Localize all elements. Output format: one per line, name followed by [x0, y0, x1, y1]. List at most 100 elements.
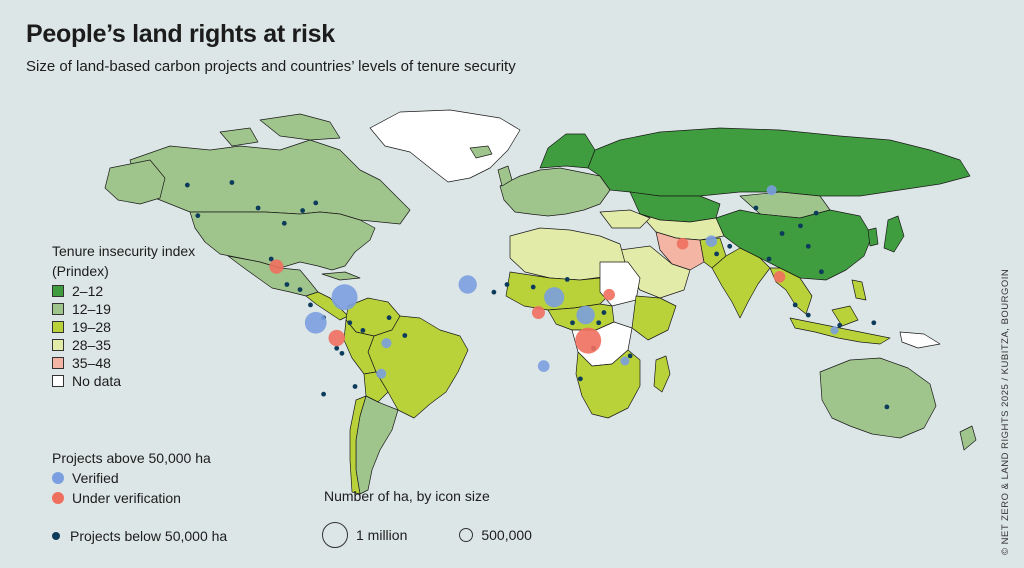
small-project-dot [402, 333, 408, 338]
under-swatch [52, 492, 64, 504]
small-project-dot [792, 302, 798, 308]
country-greenland [369, 109, 521, 183]
size-legend-title: Number of ha, by icon size [324, 488, 490, 504]
under-verification-project-circle [773, 271, 786, 283]
size-500k-label: 500,000 [481, 527, 532, 543]
verified-project-circle [304, 311, 327, 334]
tenure-legend: Tenure insecurity index (Prindex) 2–12 12… [52, 242, 195, 390]
small-project-dot [837, 322, 843, 328]
tenure-class-label: 12–19 [72, 301, 111, 317]
size-1m-label: 1 million [356, 527, 408, 543]
small-project-dot [284, 282, 290, 287]
small-project-dot [601, 310, 607, 315]
tenure-class-label: No data [72, 373, 122, 389]
projects-legend-title: Projects above 50,000 ha [52, 450, 211, 466]
tenure-swatch [52, 303, 64, 315]
tenure-legend-subtitle: (Prindex) [52, 263, 109, 279]
small-project-dot [334, 345, 340, 351]
country-europe [499, 167, 611, 217]
verified-project-circle [766, 185, 777, 196]
small-project-dot [504, 282, 510, 287]
small-project-dot [229, 180, 235, 185]
credit-line: © NET ZERO & LAND RIGHTS 2025 / KUBITZA,… [1000, 268, 1011, 555]
under-verification-project-circle [531, 306, 545, 320]
legend-small-projects: Projects below 50,000 ha [52, 528, 227, 544]
under-verification-project-circle [676, 237, 689, 250]
under-label: Under verification [72, 490, 181, 506]
small-project-dot [195, 213, 201, 219]
tenure-class-label: 28–35 [72, 337, 111, 353]
small-project-dot [714, 251, 719, 257]
tenure-class-3: 28–35 [52, 336, 195, 354]
country-iceland [469, 145, 493, 159]
verified-project-circle [544, 287, 565, 308]
small-project-dot [491, 289, 497, 295]
country-madagascar [653, 355, 671, 393]
verified-project-circle [331, 284, 358, 311]
ring-500k [459, 528, 474, 542]
small-project-dot [360, 328, 366, 333]
small-project-dot [766, 256, 772, 262]
small-project-dot [386, 315, 392, 321]
country-canada-islands-2 [219, 127, 259, 147]
under-verification-project-circle [575, 327, 602, 354]
legend-under: Under verification [52, 488, 211, 508]
ring-1m [322, 522, 348, 548]
country-australia [819, 357, 937, 439]
verified-project-circle [620, 356, 630, 366]
small-project-swatch [52, 532, 60, 540]
verified-project-circle [537, 360, 550, 372]
small-project-dot [530, 284, 536, 290]
country-cuba [321, 271, 361, 281]
small-project-dot [596, 320, 602, 326]
small-projects-layer [184, 180, 890, 410]
small-project-label: Projects below 50,000 ha [70, 528, 228, 544]
country-usa-alaska [104, 159, 166, 205]
country-korea [867, 227, 879, 247]
country-iran [655, 231, 705, 271]
tenure-class-4: 35–48 [52, 354, 195, 372]
projects-legend: Projects above 50,000 ha Verified Under … [52, 448, 211, 508]
tenure-class-2: 19–28 [52, 318, 195, 336]
countries-layer [104, 109, 977, 495]
size-legend: 1 million 500,000 [322, 522, 532, 548]
country-uk [497, 165, 513, 187]
map-subtitle: Size of land-based carbon projects and c… [26, 58, 516, 75]
country-indonesia [789, 317, 891, 345]
tenure-class-5: No data [52, 372, 195, 390]
country-russia [587, 127, 971, 197]
country-argentina [355, 395, 399, 495]
small-project-dot [884, 404, 890, 410]
tenure-swatch [52, 375, 64, 387]
country-usa [189, 211, 376, 271]
tenure-class-label: 19–28 [72, 319, 111, 335]
small-project-dot [184, 182, 190, 188]
small-project-dot [805, 312, 811, 318]
country-canada [129, 139, 411, 225]
small-project-dot [798, 223, 803, 229]
under-verification-project-circle [328, 329, 345, 347]
small-project-dot [321, 391, 326, 397]
under-verification-project-circle [603, 288, 615, 301]
large-projects-layer [269, 185, 839, 379]
tenure-class-0: 2–12 [52, 282, 195, 300]
small-project-dot [313, 200, 319, 206]
country-philippines [851, 279, 867, 301]
small-project-dot [308, 302, 313, 308]
verified-project-circle [705, 235, 718, 247]
verified-project-circle [376, 368, 387, 379]
small-project-dot [753, 205, 759, 211]
country-east-africa [631, 295, 677, 341]
small-project-dot [727, 243, 733, 249]
small-project-dot [577, 376, 583, 382]
country-nz [959, 425, 977, 451]
country-canada-islands [259, 113, 341, 141]
tenure-swatch [52, 339, 64, 351]
country-png [899, 331, 941, 349]
tenure-swatch [52, 321, 64, 333]
country-japan [883, 215, 905, 253]
verified-project-circle [381, 338, 392, 349]
country-turkey [599, 209, 651, 229]
small-project-dot [805, 243, 811, 249]
small-project-dot [564, 277, 570, 282]
